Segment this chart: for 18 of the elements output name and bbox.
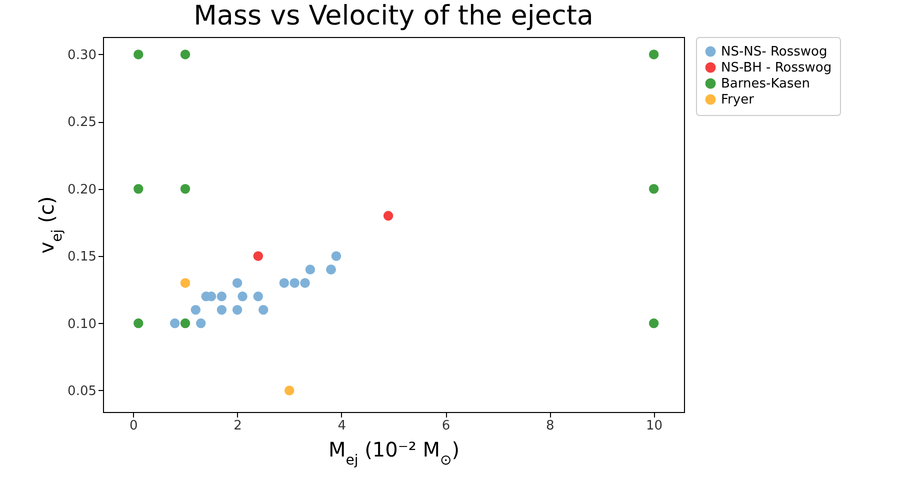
legend-label: NS-NS- Rosswog (721, 44, 828, 60)
legend-label: Barnes-Kasen (721, 76, 810, 92)
x-tick-label: 8 (546, 418, 554, 434)
x-tick-label: 10 (646, 418, 663, 434)
y-tick-label: 0.10 (68, 316, 96, 332)
legend-label: NS-BH - Rosswog (721, 60, 832, 76)
chart-title: Mass vs Velocity of the ejecta (194, 0, 594, 32)
x-tick-label: 4 (338, 418, 346, 434)
y-tick-label: 0.30 (68, 48, 96, 63)
y-tick-label: 0.05 (68, 384, 96, 399)
y-tick-label: 0.20 (68, 182, 96, 198)
y-tick-label: 0.15 (68, 250, 96, 265)
x-tick-label: 2 (234, 418, 242, 434)
y-tick-label: 0.25 (68, 115, 96, 130)
legend-label: Fryer (721, 92, 755, 108)
x-axis-title: M$_{ej}$ (10⁻² M$_{⊙}$) (328, 438, 460, 468)
x-tick-label: 6 (442, 418, 450, 434)
x-tick-label: 0 (130, 418, 138, 434)
